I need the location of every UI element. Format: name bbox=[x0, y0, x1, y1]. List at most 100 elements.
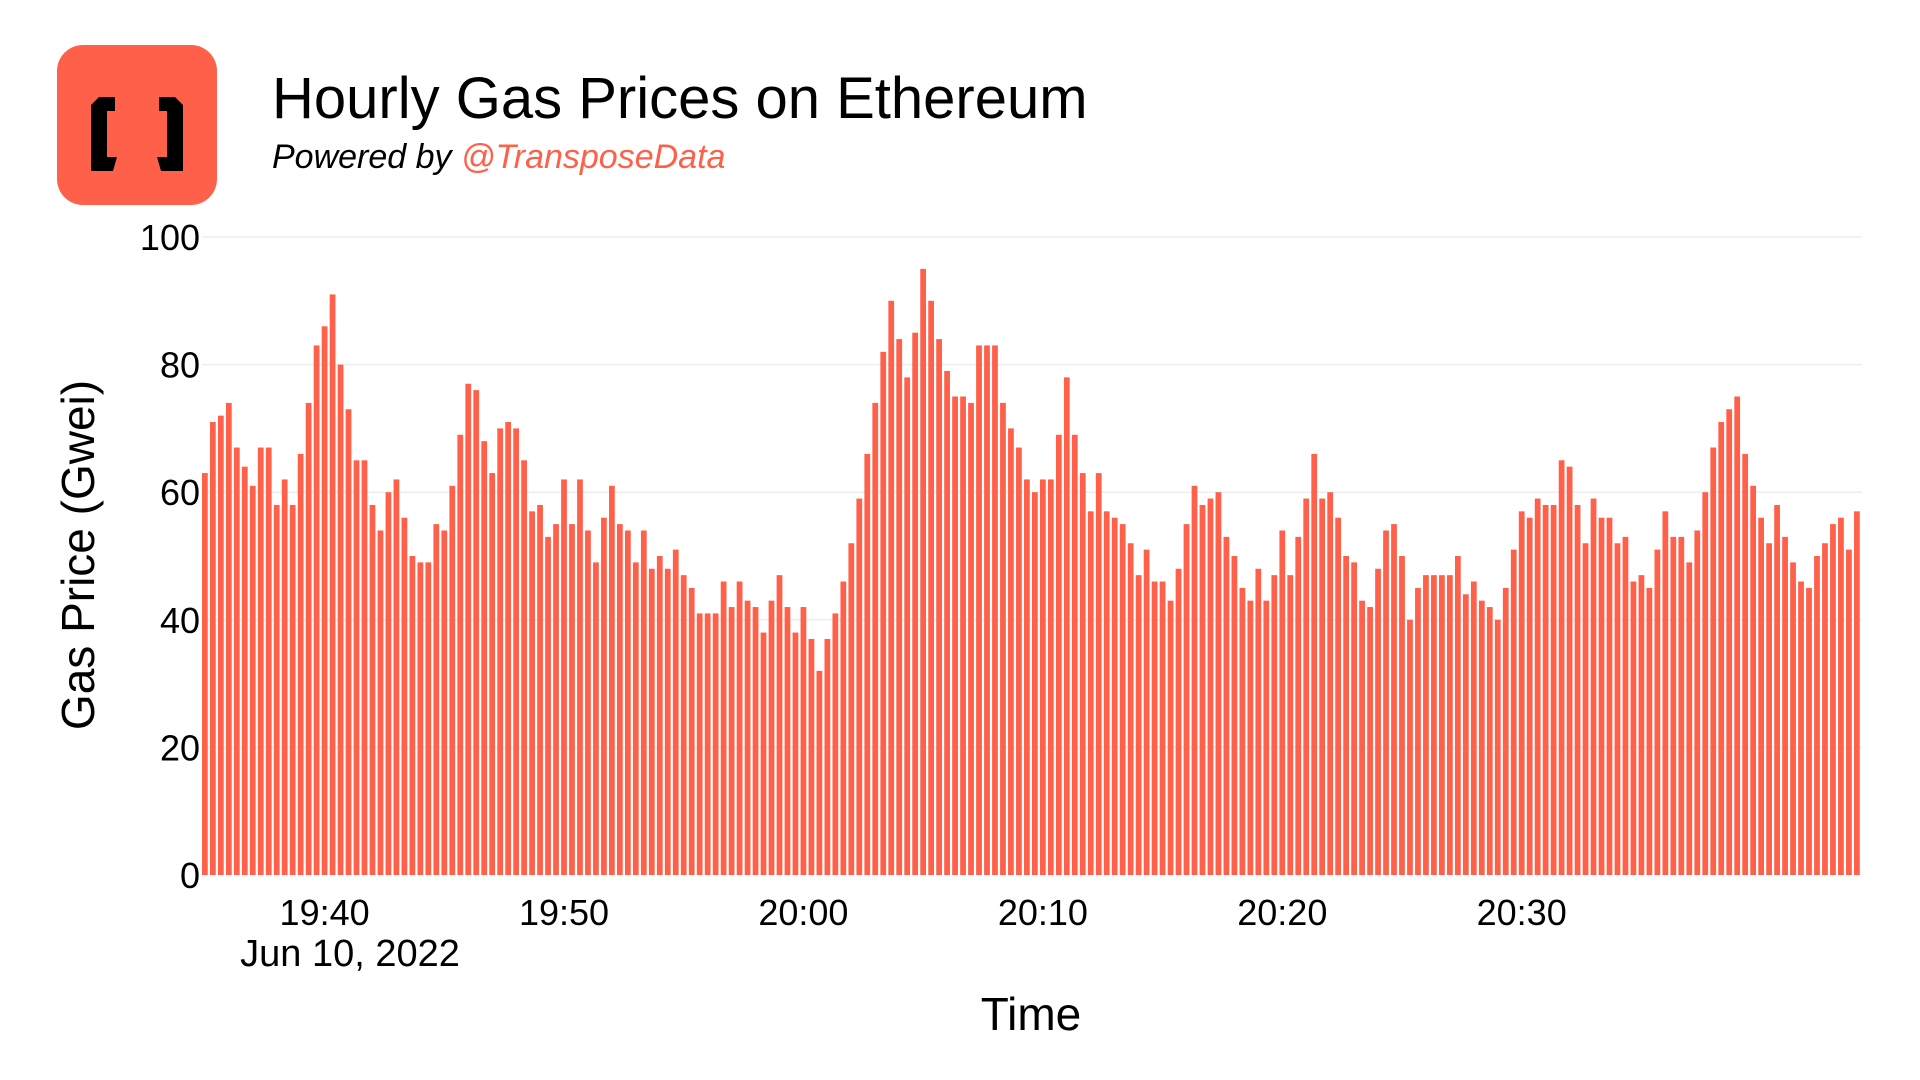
bar[interactable] bbox=[648, 568, 655, 875]
bar[interactable] bbox=[433, 524, 440, 875]
bar[interactable] bbox=[1470, 581, 1477, 875]
bar[interactable] bbox=[393, 479, 400, 875]
bar[interactable] bbox=[425, 562, 432, 875]
bar[interactable] bbox=[601, 517, 607, 875]
bar[interactable] bbox=[1686, 562, 1693, 875]
bar[interactable] bbox=[1782, 536, 1788, 875]
bar[interactable] bbox=[1798, 581, 1804, 875]
bar[interactable] bbox=[1494, 619, 1501, 875]
bar[interactable] bbox=[1055, 434, 1062, 875]
bar[interactable] bbox=[1303, 498, 1310, 875]
bar[interactable] bbox=[1566, 466, 1573, 875]
bar[interactable] bbox=[1255, 568, 1262, 875]
bar[interactable] bbox=[609, 485, 615, 875]
bar[interactable] bbox=[1063, 377, 1070, 875]
bar[interactable] bbox=[640, 530, 647, 875]
bar[interactable] bbox=[792, 632, 799, 875]
bar[interactable] bbox=[529, 511, 535, 875]
bar[interactable] bbox=[265, 447, 272, 875]
bar[interactable] bbox=[680, 575, 687, 875]
bar[interactable] bbox=[1047, 479, 1054, 875]
bar[interactable] bbox=[1606, 517, 1613, 875]
bar[interactable] bbox=[968, 402, 974, 875]
bar[interactable] bbox=[345, 409, 352, 875]
bar[interactable] bbox=[1662, 511, 1669, 875]
bar[interactable] bbox=[1678, 536, 1685, 875]
bar[interactable] bbox=[377, 530, 384, 875]
bar[interactable] bbox=[1486, 607, 1493, 875]
bar[interactable] bbox=[1598, 517, 1605, 875]
bar[interactable] bbox=[1367, 607, 1373, 875]
bar[interactable] bbox=[696, 613, 703, 875]
bar[interactable] bbox=[1630, 581, 1637, 875]
bar[interactable] bbox=[1750, 485, 1757, 875]
bar[interactable] bbox=[337, 364, 344, 875]
bar[interactable] bbox=[1462, 594, 1469, 875]
bar[interactable] bbox=[273, 504, 280, 875]
bar[interactable] bbox=[1574, 504, 1581, 875]
bar[interactable] bbox=[736, 581, 743, 875]
bar[interactable] bbox=[1734, 396, 1741, 876]
bar[interactable] bbox=[632, 562, 639, 875]
bar[interactable] bbox=[321, 326, 328, 875]
bar[interactable] bbox=[920, 268, 927, 875]
bar[interactable] bbox=[624, 530, 631, 875]
bar[interactable] bbox=[1024, 479, 1030, 875]
bar[interactable] bbox=[928, 300, 934, 875]
bar[interactable] bbox=[1846, 549, 1852, 875]
bar[interactable] bbox=[904, 377, 911, 875]
bar[interactable] bbox=[704, 613, 711, 875]
bar[interactable] bbox=[249, 485, 256, 875]
bar[interactable] bbox=[1000, 402, 1006, 875]
bar[interactable] bbox=[1143, 549, 1150, 875]
bar[interactable] bbox=[209, 422, 216, 875]
bar[interactable] bbox=[840, 581, 847, 875]
bar[interactable] bbox=[944, 370, 950, 875]
bar[interactable] bbox=[664, 568, 671, 875]
bar[interactable] bbox=[1335, 517, 1342, 875]
bar[interactable] bbox=[1758, 517, 1764, 875]
bar[interactable] bbox=[1407, 619, 1413, 875]
bar[interactable] bbox=[489, 473, 496, 875]
bar[interactable] bbox=[1223, 536, 1230, 875]
bar[interactable] bbox=[1399, 556, 1405, 875]
bar[interactable] bbox=[497, 428, 504, 875]
bar[interactable] bbox=[1343, 556, 1349, 875]
bar[interactable] bbox=[728, 607, 735, 875]
bar[interactable] bbox=[1127, 543, 1134, 875]
bar[interactable] bbox=[744, 600, 751, 875]
bar[interactable] bbox=[353, 460, 360, 875]
bar[interactable] bbox=[1534, 498, 1541, 875]
bar[interactable] bbox=[1295, 536, 1302, 875]
bar[interactable] bbox=[1383, 530, 1389, 875]
bar[interactable] bbox=[1016, 447, 1022, 875]
bar[interactable] bbox=[712, 613, 719, 875]
bar[interactable] bbox=[1008, 428, 1014, 875]
bar[interactable] bbox=[992, 345, 998, 876]
bar[interactable] bbox=[976, 345, 982, 876]
bar[interactable] bbox=[1830, 524, 1836, 875]
bar[interactable] bbox=[688, 587, 695, 875]
bar[interactable] bbox=[1079, 473, 1086, 875]
bar[interactable] bbox=[481, 441, 488, 875]
bar[interactable] bbox=[449, 485, 456, 875]
bar[interactable] bbox=[202, 473, 208, 875]
bar[interactable] bbox=[880, 351, 887, 876]
bar[interactable] bbox=[473, 390, 480, 875]
bar[interactable] bbox=[1806, 587, 1812, 875]
bar[interactable] bbox=[537, 504, 543, 875]
bar[interactable] bbox=[776, 575, 783, 875]
bar[interactable] bbox=[1638, 575, 1645, 875]
bar[interactable] bbox=[1327, 492, 1334, 875]
bar[interactable] bbox=[1510, 549, 1517, 875]
bar[interactable] bbox=[824, 638, 831, 875]
bar[interactable] bbox=[361, 460, 368, 875]
bar[interactable] bbox=[856, 498, 863, 875]
bar[interactable] bbox=[401, 517, 408, 875]
bar[interactable] bbox=[577, 479, 583, 875]
bar[interactable] bbox=[896, 339, 903, 876]
bar[interactable] bbox=[1279, 530, 1286, 875]
bar[interactable] bbox=[1207, 498, 1214, 875]
bar[interactable] bbox=[1247, 600, 1254, 875]
bar[interactable] bbox=[505, 422, 512, 875]
